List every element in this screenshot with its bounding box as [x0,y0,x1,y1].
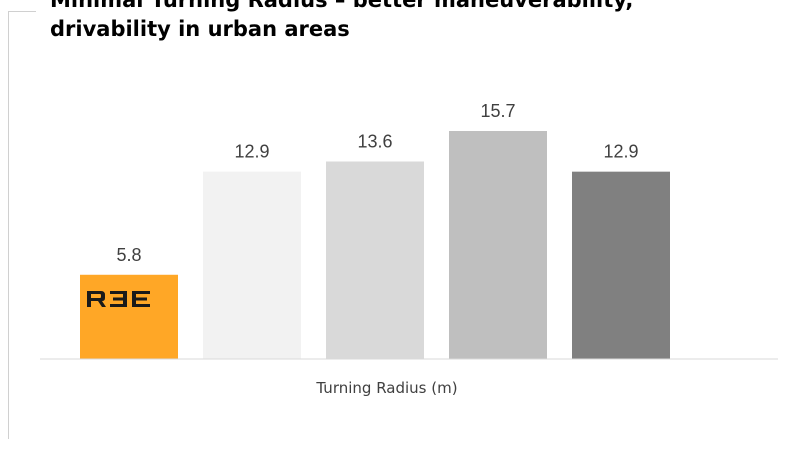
frame-line-left [8,11,9,439]
chart-title-line-2: drivability in urban areas [50,17,350,41]
data-label-2: 12.9 [234,142,269,162]
bar-1 [80,274,178,359]
logo-glyph-3 [132,291,150,307]
x-axis-title: Turning Radius (m) [315,379,457,397]
data-label-4: 15.7 [480,101,515,121]
chart-title: Minimal Turning Radius – better maneuver… [50,0,790,44]
chart-title-line-1: Minimal Turning Radius – better maneuver… [50,0,634,12]
bars-group [80,131,670,359]
data-label-5: 12.9 [603,142,638,162]
frame-line-top [8,11,36,12]
bar-3 [326,161,424,359]
data-labels-group: 5.8 12.9 13.6 15.7 12.9 [116,101,638,265]
bar-4 [449,131,547,359]
logo-glyph-2 [110,291,127,307]
bar-5 [572,171,670,359]
r3e-logo [87,291,150,307]
logo-glyph-1 [87,291,106,307]
data-label-1: 5.8 [116,245,141,265]
data-label-3: 13.6 [357,131,392,151]
bar-2 [203,171,301,359]
